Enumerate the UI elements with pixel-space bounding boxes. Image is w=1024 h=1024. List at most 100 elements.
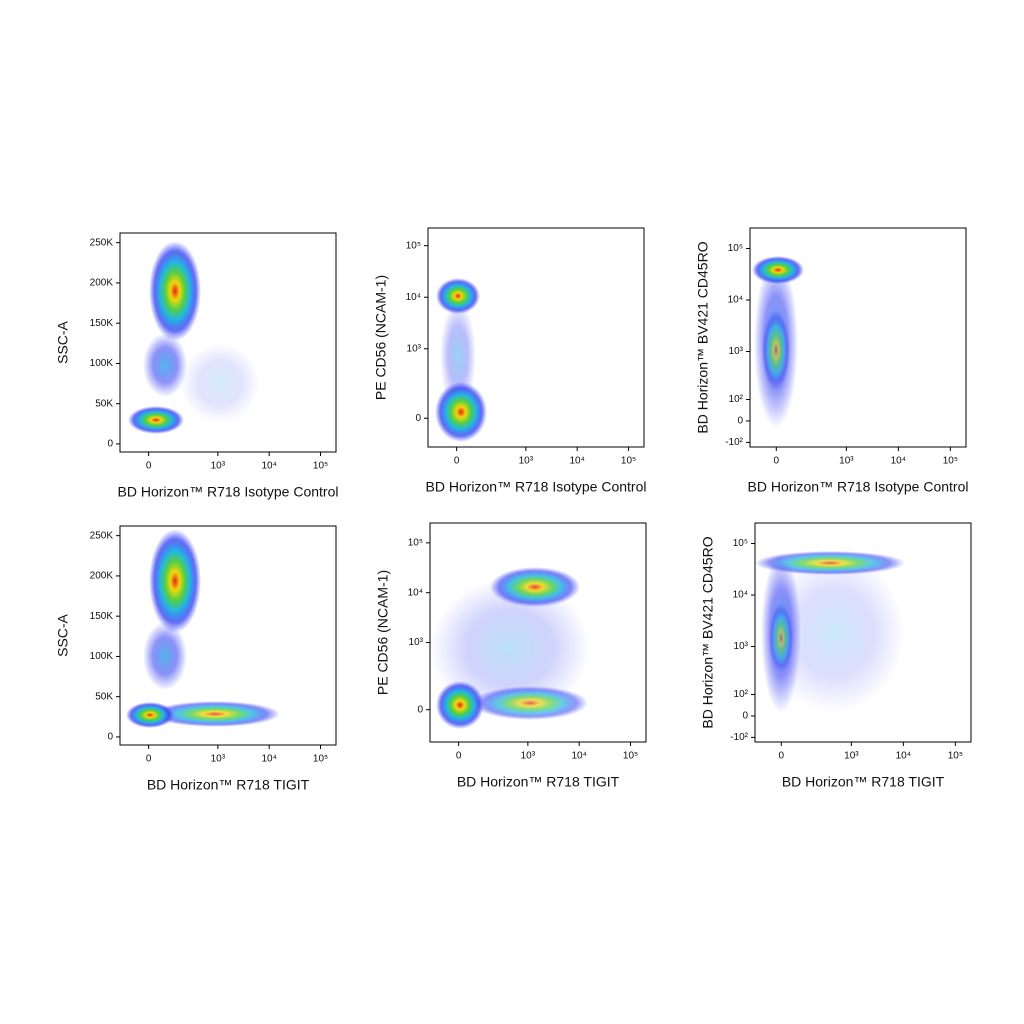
plot-frame: [749, 227, 967, 448]
y-tick-label: -10²: [725, 437, 743, 448]
x-tick-label: 10⁴: [569, 456, 584, 467]
plot-frame: [754, 522, 972, 743]
y-tick-label: 0: [417, 704, 423, 715]
y-tick-label: 10⁴: [728, 295, 743, 306]
plot-frame: [119, 232, 337, 453]
x-tick-label: 10⁴: [261, 754, 276, 765]
plot-frame: [429, 522, 647, 743]
y-tick-label: 10³: [407, 343, 422, 354]
x-tick-label: 10⁵: [943, 456, 958, 467]
y-tick-label: 0: [107, 439, 113, 450]
y-tick-label: 10⁵: [406, 240, 421, 251]
density-cloud: [126, 702, 174, 728]
y-tick-label: 50K: [95, 398, 113, 409]
x-tick-label: 10³: [211, 461, 226, 472]
y-tick-label: 0: [415, 413, 421, 424]
density-cloud: [472, 686, 588, 720]
x-tick-label: 10⁴: [896, 751, 911, 762]
y-tick-label: 100K: [90, 358, 114, 369]
y-tick-label: 200K: [90, 278, 114, 289]
density-cloud: [755, 551, 905, 575]
x-axis-label: BD Horizon™ R718 TIGIT: [457, 774, 620, 790]
y-tick-label: 200K: [90, 571, 114, 582]
y-axis-label: BD Horizon™ BV421 CD45RO: [695, 241, 711, 433]
y-tick-label: 150K: [90, 611, 114, 622]
x-tick-label: 0: [773, 456, 779, 467]
y-axis-label: PE CD56 (NCAM-1): [375, 570, 391, 695]
x-tick-label: 10⁵: [313, 754, 328, 765]
x-tick-label: 10⁴: [571, 751, 586, 762]
x-tick-label: 10³: [844, 751, 859, 762]
x-axis-label: BD Horizon™ R718 Isotype Control: [748, 479, 969, 495]
y-axis-label: SSC-A: [55, 320, 71, 363]
x-tick-label: 10³: [521, 751, 536, 762]
panel: 0 10³ 10⁴ 10⁵ -10² 0 10² 10³ 10⁴ 10⁵ BD Horizon™ R…: [700, 522, 972, 790]
density-cloud: [752, 256, 804, 284]
x-tick-label: 10⁵: [623, 751, 638, 762]
panel: 0 10³ 10⁴ 10⁵ -10² 0 10² 10³ 10⁴ 10⁵ BD Horizon™ R…: [695, 227, 969, 495]
y-tick-label: 10⁵: [733, 538, 748, 549]
y-tick-label: 10⁵: [728, 243, 743, 254]
density-cloud: [436, 681, 484, 729]
x-tick-label: 10⁵: [621, 456, 636, 467]
x-axis-label: BD Horizon™ R718 Isotype Control: [426, 479, 647, 495]
panel: 0 10³ 10⁴ 10⁵ 0 10³ 10⁴ 10⁵ BD Horizon™ R718 Iso…: [373, 227, 647, 495]
y-axis-label: BD Horizon™ BV421 CD45RO: [700, 536, 716, 728]
y-tick-label: 100K: [90, 651, 114, 662]
y-axis-label: SSC-A: [55, 613, 71, 656]
density-cloud: [436, 278, 480, 314]
density-cloud: [762, 310, 790, 390]
y-tick-label: 10³: [734, 641, 749, 652]
x-axis-label: BD Horizon™ R718 Isotype Control: [118, 484, 339, 500]
density-cloud: [143, 622, 187, 690]
plot-frame: [427, 227, 645, 448]
y-tick-label: 10³: [409, 637, 424, 648]
y-tick-label: 10³: [729, 346, 744, 357]
y-tick-label: 150K: [90, 318, 114, 329]
x-tick-label: 10³: [211, 754, 226, 765]
density-cloud: [769, 603, 793, 673]
y-tick-label: 10⁴: [733, 590, 748, 601]
x-tick-label: 10⁴: [891, 456, 906, 467]
density-cloud: [128, 406, 184, 434]
y-tick-label: 10²: [729, 394, 744, 405]
x-tick-label: 10⁵: [948, 751, 963, 762]
x-tick-label: 10³: [839, 456, 854, 467]
y-tick-label: 0: [107, 732, 113, 743]
y-tick-label: -10²: [730, 732, 748, 743]
y-tick-label: 250K: [90, 530, 114, 541]
density-cloud: [765, 553, 905, 713]
panel: 0 10³ 10⁴ 10⁵ 0 50K 100K 150K 200K 250K BD Horizon…: [55, 525, 337, 793]
x-tick-label: 0: [778, 751, 784, 762]
density-cloud: [149, 529, 201, 633]
x-tick-label: 0: [454, 456, 460, 467]
x-tick-label: 10³: [519, 456, 534, 467]
panel: 0 10³ 10⁴ 10⁵ 0 50K 100K 150K 200K 250K BD Horizon…: [55, 232, 339, 500]
density-cloud: [430, 578, 590, 718]
y-tick-label: 10⁵: [408, 537, 423, 548]
density-cloud: [180, 343, 260, 423]
x-tick-label: 0: [456, 751, 462, 762]
y-tick-label: 50K: [95, 691, 113, 702]
density-cloud: [149, 241, 201, 341]
plot-frame: [119, 525, 337, 746]
x-tick-label: 0: [146, 754, 152, 765]
x-axis-label: BD Horizon™ R718 TIGIT: [147, 777, 310, 793]
y-axis-label: PE CD56 (NCAM-1): [373, 275, 389, 400]
y-tick-label: 10⁴: [406, 292, 421, 303]
y-tick-label: 0: [737, 416, 743, 427]
panel: 0 10³ 10⁴ 10⁵ 0 10³ 10⁴ 10⁵ BD Horizon™ R718 TIG…: [375, 522, 647, 790]
y-tick-label: 10²: [734, 689, 749, 700]
density-cloud: [490, 567, 580, 607]
y-tick-label: 250K: [90, 237, 114, 248]
y-tick-label: 0: [742, 711, 748, 722]
x-axis-label: BD Horizon™ R718 TIGIT: [782, 774, 945, 790]
density-cloud: [150, 701, 280, 727]
density-cloud: [143, 333, 187, 397]
x-tick-label: 0: [146, 461, 152, 472]
density-cloud: [435, 382, 487, 442]
x-tick-label: 10⁴: [261, 461, 276, 472]
y-tick-label: 10⁴: [408, 587, 423, 598]
x-tick-label: 10⁵: [313, 461, 328, 472]
